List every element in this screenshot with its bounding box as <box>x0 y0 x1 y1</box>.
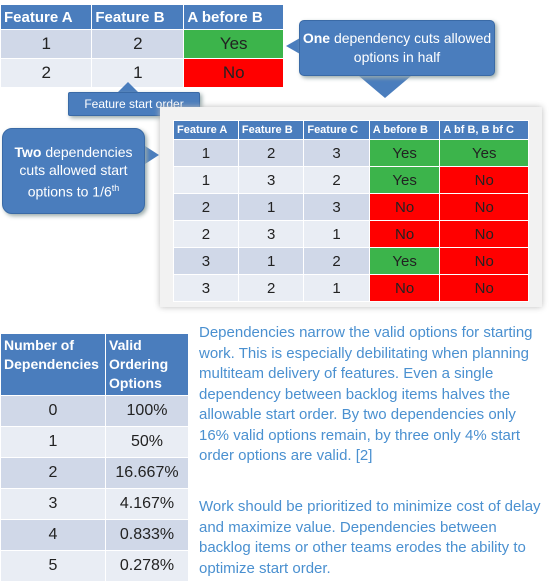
table-cell: No <box>368 274 441 302</box>
header-feature-b: Feature B <box>91 4 185 30</box>
header-a-before-b: A before B <box>368 120 441 140</box>
explanation-paragraph: Dependencies narrow the valid options fo… <box>199 324 533 464</box>
table-cell: No <box>439 220 529 248</box>
table-cell: No <box>439 166 529 194</box>
table-cell: 2 <box>237 139 305 167</box>
dependency-options-table: Number of Dependencies Valid Ordering Op… <box>0 333 189 582</box>
header-feature-c: Feature C <box>303 120 370 140</box>
table-cell: 16.667% <box>105 457 189 489</box>
table-cell: 1 <box>237 247 305 275</box>
recommendation-paragraph: Work should be prioritized to minimize c… <box>199 498 541 577</box>
table-cell: 2 <box>0 58 93 88</box>
table-cell: 3 <box>0 488 106 520</box>
callout-arrow <box>145 146 159 164</box>
header-feature-b: Feature B <box>237 120 305 140</box>
table-row: 5 0.278% <box>0 550 189 582</box>
table-cell: 1 <box>237 193 305 221</box>
table-cell: 0 <box>0 395 106 427</box>
table-row: 1 3 2 Yes No <box>173 166 529 194</box>
table-cell: No <box>439 274 529 302</box>
callout-arrow <box>359 76 411 98</box>
callout-bold: Two <box>14 144 42 160</box>
table-cell: No <box>368 193 441 221</box>
callout-feature-start-order: Feature start order <box>68 92 200 116</box>
table-row: 2 1 3 No No <box>173 193 529 221</box>
table-cell: No <box>439 193 529 221</box>
table-row: 0 100% <box>0 395 189 427</box>
header-a-before-b: A before B <box>183 4 284 30</box>
table-cell: No <box>439 247 529 275</box>
three-feature-table: Feature A Feature B Feature C A before B… <box>173 120 529 302</box>
table-cell: 3 <box>173 274 239 302</box>
table-cell: 3 <box>303 193 370 221</box>
callout-arrow <box>118 82 138 92</box>
callout-text: dependency cuts allowed options in half <box>330 30 492 65</box>
table-cell: 1 <box>173 166 239 194</box>
table-cell: 1 <box>0 29 93 59</box>
table-row: 1 2 Yes <box>0 29 284 59</box>
table-cell: 1 <box>303 220 370 248</box>
table-row: 2 16.667% <box>0 457 189 489</box>
table-cell: No <box>368 220 441 248</box>
table-row: 4 0.833% <box>0 519 189 551</box>
table-row: 3 4.167% <box>0 488 189 520</box>
callout-one-dependency: One dependency cuts allowed options in h… <box>299 20 495 76</box>
table-row: 2 3 1 No No <box>173 220 529 248</box>
table-cell: No <box>183 58 284 88</box>
table-cell: 1 <box>173 139 239 167</box>
callout-superscript: th <box>111 183 120 193</box>
table-cell: 3 <box>173 247 239 275</box>
table-cell: 2 <box>173 220 239 248</box>
header-a-bf-b-b-bf-c: A bf B, B bf C <box>439 120 529 140</box>
header-valid-ordering-options: Valid Ordering Options <box>105 333 189 396</box>
header-feature-a: Feature A <box>0 4 93 30</box>
table-cell: 0.833% <box>105 519 189 551</box>
table-cell: 2 <box>237 274 305 302</box>
table-cell: 1 <box>303 274 370 302</box>
table-cell: 3 <box>303 139 370 167</box>
table-cell: 2 <box>91 29 185 59</box>
table-cell: Yes <box>368 139 441 167</box>
callout-bold: One <box>302 30 331 46</box>
two-feature-table: Feature A Feature B A before B 1 2 Yes 2… <box>0 4 284 88</box>
table-cell: Yes <box>439 139 529 167</box>
table-cell: 3 <box>237 220 305 248</box>
table-cell: 4 <box>0 519 106 551</box>
table-cell: 5 <box>0 550 106 582</box>
header-feature-a: Feature A <box>173 120 239 140</box>
table-row: 3 2 1 No No <box>173 274 529 302</box>
table-cell: Yes <box>368 247 441 275</box>
table-row: 1 2 3 Yes Yes <box>173 139 529 167</box>
table-cell: Yes <box>368 166 441 194</box>
table-cell: 4.167% <box>105 488 189 520</box>
table-row: 1 50% <box>0 426 189 458</box>
callout-arrow <box>286 38 300 54</box>
table-cell: 50% <box>105 426 189 458</box>
table-row: 3 1 2 Yes No <box>173 247 529 275</box>
table-cell: 100% <box>105 395 189 427</box>
header-number-of-dependencies: Number of Dependencies <box>0 333 106 396</box>
table-cell: 0.278% <box>105 550 189 582</box>
table-cell: 1 <box>0 426 106 458</box>
table-cell: 2 <box>0 457 106 489</box>
table-row: 2 1 No <box>0 58 284 88</box>
table-cell: Yes <box>183 29 284 59</box>
callout-text: dependencies cuts allowed start options … <box>19 144 133 200</box>
table-cell: 2 <box>303 166 370 194</box>
table-cell: 2 <box>173 193 239 221</box>
three-feature-panel: Feature A Feature B Feature C A before B… <box>160 107 542 307</box>
table-cell: 3 <box>237 166 305 194</box>
table-cell: 2 <box>303 247 370 275</box>
callout-two-dependencies: Two dependencies cuts allowed start opti… <box>2 128 145 214</box>
